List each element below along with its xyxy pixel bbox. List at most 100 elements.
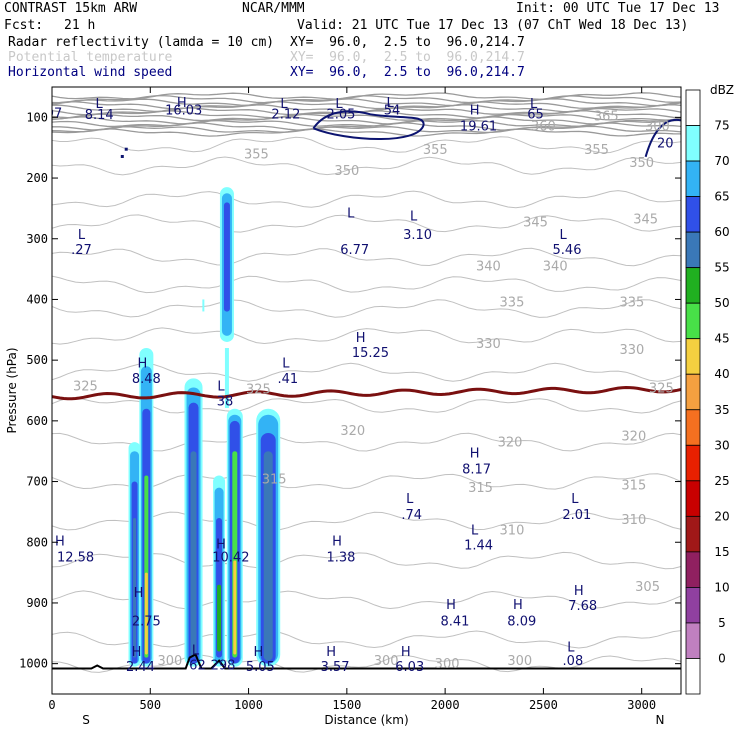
theta-label: 340 bbox=[543, 259, 568, 274]
wind-label: 20 bbox=[657, 137, 674, 152]
wind-label: 1.44 bbox=[464, 539, 493, 554]
theta-label: 325 bbox=[246, 383, 271, 398]
reflectivity-cell bbox=[133, 517, 137, 658]
forecast-hour: 21 h bbox=[64, 18, 96, 33]
theta-label: 300 bbox=[374, 654, 399, 669]
wind-label: H bbox=[401, 645, 411, 660]
wind-label: H bbox=[356, 331, 366, 346]
wind-label: L bbox=[192, 644, 200, 659]
theta-contour bbox=[52, 397, 681, 414]
x-tick-label: 500 bbox=[139, 698, 161, 712]
theta-contour bbox=[52, 125, 681, 134]
reflectivity-cell bbox=[233, 560, 237, 655]
y-axis-title: Pressure (hPa) bbox=[5, 347, 19, 433]
theta-label: 365 bbox=[594, 109, 619, 124]
colorbar-level-label: 5 bbox=[718, 616, 726, 630]
reflectivity-cell bbox=[223, 202, 230, 312]
theta-contour bbox=[52, 551, 681, 570]
wind-label: 2.75 bbox=[132, 614, 161, 629]
colorbar-segment bbox=[685, 551, 701, 588]
colorbar-segment bbox=[685, 409, 701, 446]
wind-label: 6.03 bbox=[395, 660, 424, 675]
reflectivity-fragment bbox=[224, 348, 229, 409]
x-axis-title: Distance (km) bbox=[324, 713, 408, 727]
wind-label: L bbox=[410, 210, 418, 225]
theta-contour bbox=[52, 473, 681, 490]
theta-label: 330 bbox=[619, 343, 644, 358]
wind-label: 6.77 bbox=[340, 243, 369, 258]
wind-contour-dot bbox=[120, 154, 124, 158]
y-tick-label: 400 bbox=[26, 292, 48, 306]
theta-label: 345 bbox=[523, 216, 548, 231]
y-tick-label: 900 bbox=[26, 596, 48, 610]
wind-label: H bbox=[470, 446, 480, 461]
colorbar-segment bbox=[685, 587, 701, 624]
wind-label: 16.03 bbox=[165, 103, 202, 118]
colorbar-segment bbox=[685, 89, 701, 126]
wind-label: 97 bbox=[46, 106, 63, 121]
theta-label: 315 bbox=[262, 472, 287, 487]
theta-label: 310 bbox=[621, 513, 646, 528]
reflectivity-cell bbox=[190, 451, 197, 658]
theta-contour bbox=[52, 362, 681, 382]
colorbar-segment bbox=[685, 231, 701, 269]
theta-label: 330 bbox=[476, 337, 501, 352]
wind-label: 8.48 bbox=[132, 372, 161, 387]
wind-label: L bbox=[559, 228, 567, 243]
reflectivity-cells bbox=[128, 187, 281, 667]
theta-contour bbox=[52, 299, 681, 318]
wind-label: L bbox=[567, 641, 575, 656]
wind-label: H bbox=[446, 598, 456, 613]
wind-label: .74 bbox=[401, 508, 422, 523]
theta-contour bbox=[52, 136, 681, 154]
wind-label: H bbox=[134, 586, 144, 601]
field-wind-xy: XY= 96.0, 2.5 to 96.0,214.7 bbox=[290, 65, 525, 80]
colorbar-level-label: 10 bbox=[714, 580, 729, 594]
colorbar-segment bbox=[685, 302, 701, 340]
x-tick-label: 1000 bbox=[234, 698, 263, 712]
wind-label: 8.14 bbox=[85, 108, 114, 123]
theta-contour bbox=[52, 156, 681, 176]
theta-label: 320 bbox=[498, 435, 523, 450]
colorbar-segment bbox=[685, 125, 701, 162]
wind-label: L bbox=[280, 97, 288, 112]
colorbar-level-label: 70 bbox=[714, 154, 729, 168]
terrain-profile bbox=[52, 653, 681, 670]
plot-area: 365 360 300 355 355 355 350 350 345 345 340 340 335 3… bbox=[46, 92, 681, 675]
theta-contour bbox=[52, 113, 681, 122]
theta-contour bbox=[52, 275, 681, 294]
reflectivity-cell bbox=[144, 572, 148, 655]
wind-label: L bbox=[217, 380, 225, 395]
colorbar-level-label: 75 bbox=[714, 119, 729, 133]
wind-label: 8.17 bbox=[462, 463, 491, 478]
theta-contour bbox=[52, 122, 681, 131]
wind-label: H bbox=[254, 645, 264, 660]
colorbar-level-label: 0 bbox=[718, 651, 726, 665]
model-title: CONTRAST 15km ARW bbox=[4, 1, 138, 16]
wind-label: 5.46 bbox=[553, 243, 582, 258]
colorbar-segment bbox=[685, 373, 701, 411]
wind-label: 10.42 bbox=[212, 551, 249, 566]
wind-label: H bbox=[177, 96, 187, 111]
wind-label: 54 bbox=[384, 103, 401, 118]
colorbar-level-label: 45 bbox=[714, 332, 729, 346]
y-tick-label: 200 bbox=[26, 171, 48, 185]
wind-label: L bbox=[530, 97, 538, 112]
wind-label: 2.12 bbox=[271, 108, 300, 123]
colorbar-segment bbox=[685, 160, 701, 197]
colorbar-level-label: 30 bbox=[714, 438, 729, 452]
x-tick-label: 2500 bbox=[529, 698, 558, 712]
reflectivity-cell bbox=[217, 584, 222, 652]
reflectivity-fragment bbox=[202, 299, 205, 312]
wind-label: 8.09 bbox=[507, 614, 536, 629]
colorbar-segment bbox=[685, 444, 701, 482]
theta-contour bbox=[52, 110, 681, 119]
theta-label: 320 bbox=[340, 424, 365, 439]
theta-label: 300 bbox=[645, 120, 670, 135]
y-tick-label: 1000 bbox=[19, 657, 48, 671]
wind-label: L bbox=[406, 492, 414, 507]
theta-contour bbox=[52, 116, 681, 125]
wind-label: H bbox=[326, 645, 336, 660]
colorbar-level-label: 65 bbox=[714, 190, 729, 204]
